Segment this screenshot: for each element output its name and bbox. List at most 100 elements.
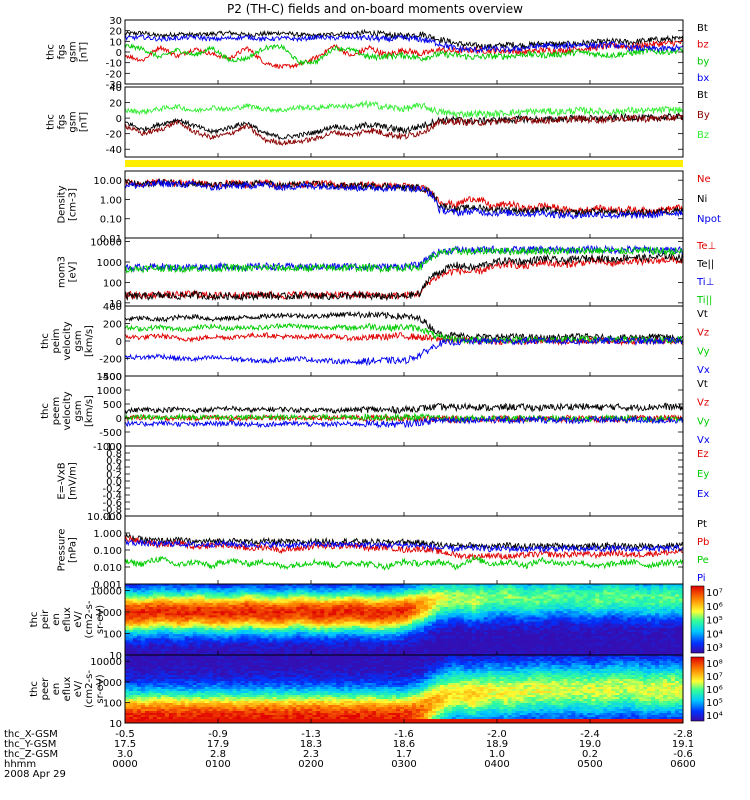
- spectrogram-cell: [244, 613, 249, 616]
- spectrogram-cell: [400, 613, 405, 616]
- spectrogram-cell: [236, 644, 241, 648]
- spectrogram-cell: [192, 642, 198, 645]
- spectrogram-cell: [316, 636, 321, 639]
- spectrogram-cell: [348, 650, 353, 654]
- spectrogram-cell: [523, 652, 528, 656]
- spectrogram-cell: [447, 586, 453, 589]
- spectrogram-cell: [635, 592, 640, 595]
- spectrogram-cell: [611, 609, 616, 612]
- spectrogram-cell: [376, 613, 381, 616]
- spectrogram-cell: [519, 596, 524, 600]
- spectrogram-cell: [439, 621, 445, 625]
- spectrogram-cell: [427, 629, 433, 633]
- spectrogram-cell: [575, 646, 580, 650]
- spectrogram-cell: [260, 642, 265, 645]
- spectrogram-cell: [152, 611, 158, 614]
- spectrogram-cell: [543, 611, 548, 614]
- spectrogram-cell: [236, 588, 241, 591]
- spectrogram-cell: [348, 613, 353, 616]
- spectrogram-cell: [667, 590, 672, 593]
- spectrogram-cell: [268, 644, 273, 648]
- spectrogram-cell: [443, 632, 449, 635]
- spectrogram-cell: [172, 627, 178, 631]
- spectrogram-cell: [336, 627, 341, 631]
- spectrogram-cell: [599, 598, 604, 602]
- spectrogram-cell: [507, 629, 513, 633]
- spectrogram-cell: [128, 632, 134, 635]
- spectrogram-cell: [192, 590, 198, 593]
- spectrogram-cell: [216, 592, 222, 595]
- spectrogram-cell: [511, 596, 516, 600]
- spectrogram-cell: [344, 615, 349, 618]
- spectrogram-cell: [140, 619, 146, 622]
- spectrogram-cell: [232, 642, 237, 645]
- spectrogram-cell: [300, 642, 305, 645]
- legend-Ti||: Ti||: [696, 295, 712, 306]
- spectrogram-cell: [679, 604, 684, 608]
- spectrogram-cell: [380, 623, 385, 627]
- spectrogram-cell: [132, 588, 138, 591]
- spectrogram-cell: [415, 623, 421, 627]
- y-tick-label: 0: [116, 414, 122, 425]
- spectrogram-cell: [388, 621, 393, 625]
- spectrogram-cell: [495, 609, 501, 612]
- spectrogram-cell: [260, 609, 265, 612]
- spectrogram-cell: [535, 613, 540, 616]
- spectrogram-cell: [675, 609, 680, 612]
- spectrogram-cell: [316, 623, 321, 627]
- spectrogram-cell: [491, 652, 497, 656]
- spectrogram-cell: [168, 638, 174, 641]
- spectrogram-cell: [667, 615, 672, 618]
- spectrogram-cell: [447, 596, 453, 600]
- spectrogram-cell: [152, 646, 158, 650]
- spectrogram-cell: [208, 634, 214, 637]
- spectrogram-cell: [591, 623, 596, 627]
- spectrogram-cell: [252, 598, 257, 602]
- y-tick-label: 200: [103, 320, 122, 331]
- spectrogram-cell: [619, 611, 624, 614]
- spectrogram-cell: [587, 623, 592, 627]
- spectrogram-cell: [623, 588, 628, 591]
- spectrogram-cell: [447, 632, 453, 635]
- spectrogram-cell: [519, 586, 524, 589]
- spectrogram-cell: [236, 592, 241, 595]
- spectrogram-cell: [547, 590, 552, 593]
- spectrogram-cell: [679, 586, 684, 589]
- spectrogram-cell: [671, 625, 676, 629]
- spectrogram-cell: [443, 650, 449, 654]
- spectrogram-cell: [563, 629, 568, 633]
- spectrogram-cell: [220, 627, 226, 631]
- spectrogram-cell: [495, 611, 501, 614]
- spectrogram-cell: [447, 625, 453, 629]
- spectrogram-cell: [196, 623, 202, 627]
- spectrogram-cell: [192, 588, 198, 591]
- spectrogram-cell: [316, 652, 321, 656]
- spectrogram-cell: [663, 632, 668, 635]
- spectrogram-cell: [623, 625, 628, 629]
- spectrogram-cell: [260, 629, 265, 633]
- spectrogram-cell: [539, 644, 544, 648]
- spectrogram-cell: [284, 634, 289, 637]
- spectrogram-cell: [675, 638, 680, 641]
- spectrogram-cell: [364, 586, 369, 589]
- spectrogram-cell: [228, 615, 234, 618]
- spectrogram-cell: [308, 592, 313, 595]
- spectrogram-cell: [547, 604, 552, 608]
- spectrogram-cell: [308, 636, 313, 639]
- spectrogram-cell: [192, 596, 198, 600]
- spectrogram-cell: [176, 642, 182, 645]
- spectrogram-cell: [348, 636, 353, 639]
- spectrogram-cell: [559, 594, 564, 597]
- spectrogram-cell: [639, 588, 644, 591]
- spectrogram-cell: [352, 602, 357, 606]
- spectrogram-cell: [360, 619, 365, 622]
- y-axis-label: velocity: [62, 391, 73, 430]
- spectrogram-cell: [324, 615, 329, 618]
- spectrogram-cell: [615, 594, 620, 597]
- spectrogram-cell: [404, 634, 409, 637]
- spectrogram-cell: [256, 619, 261, 622]
- spectrogram-cell: [200, 640, 206, 643]
- spectrogram-cell: [224, 606, 230, 610]
- spectrogram-cell: [344, 640, 349, 643]
- spectrogram-cell: [595, 640, 600, 643]
